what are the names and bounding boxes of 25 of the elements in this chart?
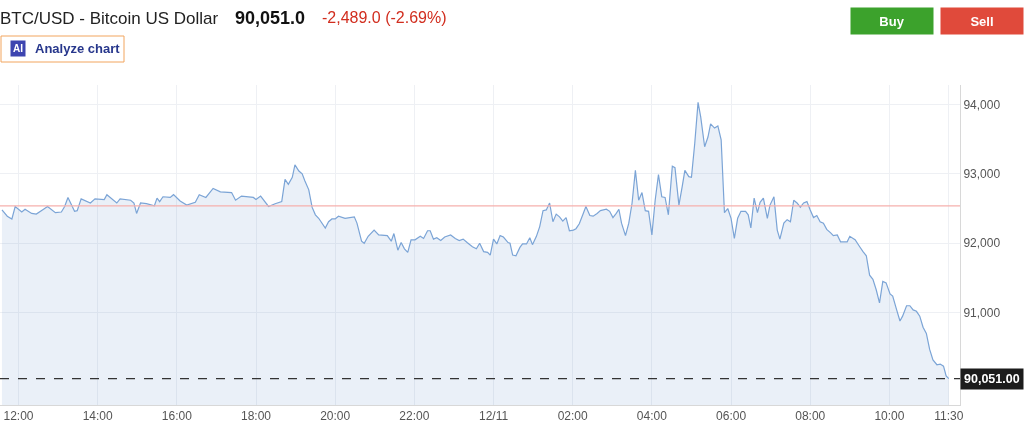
x-tick-label: 11:30	[934, 409, 964, 424]
y-tick-label: 94,000	[963, 97, 1001, 112]
chart-title: BTC/USD - Bitcoin US Dollar	[0, 8, 219, 28]
text: Sell	[970, 13, 994, 29]
x-tick-label: 08:00	[795, 409, 826, 424]
text: -2,489.0 (-2.69%)	[322, 9, 447, 26]
y-tick-label: 91,000	[963, 305, 1001, 320]
text: Analyze chart	[35, 41, 121, 56]
x-tick-label: 12/11	[478, 409, 509, 424]
x-tick-label: 16:00	[161, 409, 193, 424]
text: Buy	[879, 13, 905, 29]
x-tick-label: 04:00	[636, 409, 668, 424]
x-tick-label: 12:00	[3, 409, 34, 424]
text: AI	[13, 43, 24, 54]
x-tick-label: 18:00	[240, 409, 272, 424]
x-tick-label: 10:00	[874, 409, 905, 424]
x-tick-label: 02:00	[557, 409, 589, 424]
x-tick-label: 20:00	[320, 409, 351, 424]
ref-line-label: 90,051.00	[964, 372, 1020, 386]
x-tick-label: 14:00	[82, 409, 113, 424]
chart-subtitle: 90,051.0	[235, 8, 306, 28]
y-tick-label: 92,000	[963, 236, 1001, 251]
x-tick-label: 22:00	[399, 409, 430, 424]
y-tick-label: 93,000	[963, 167, 1001, 182]
x-tick-label: 06:00	[716, 409, 747, 424]
